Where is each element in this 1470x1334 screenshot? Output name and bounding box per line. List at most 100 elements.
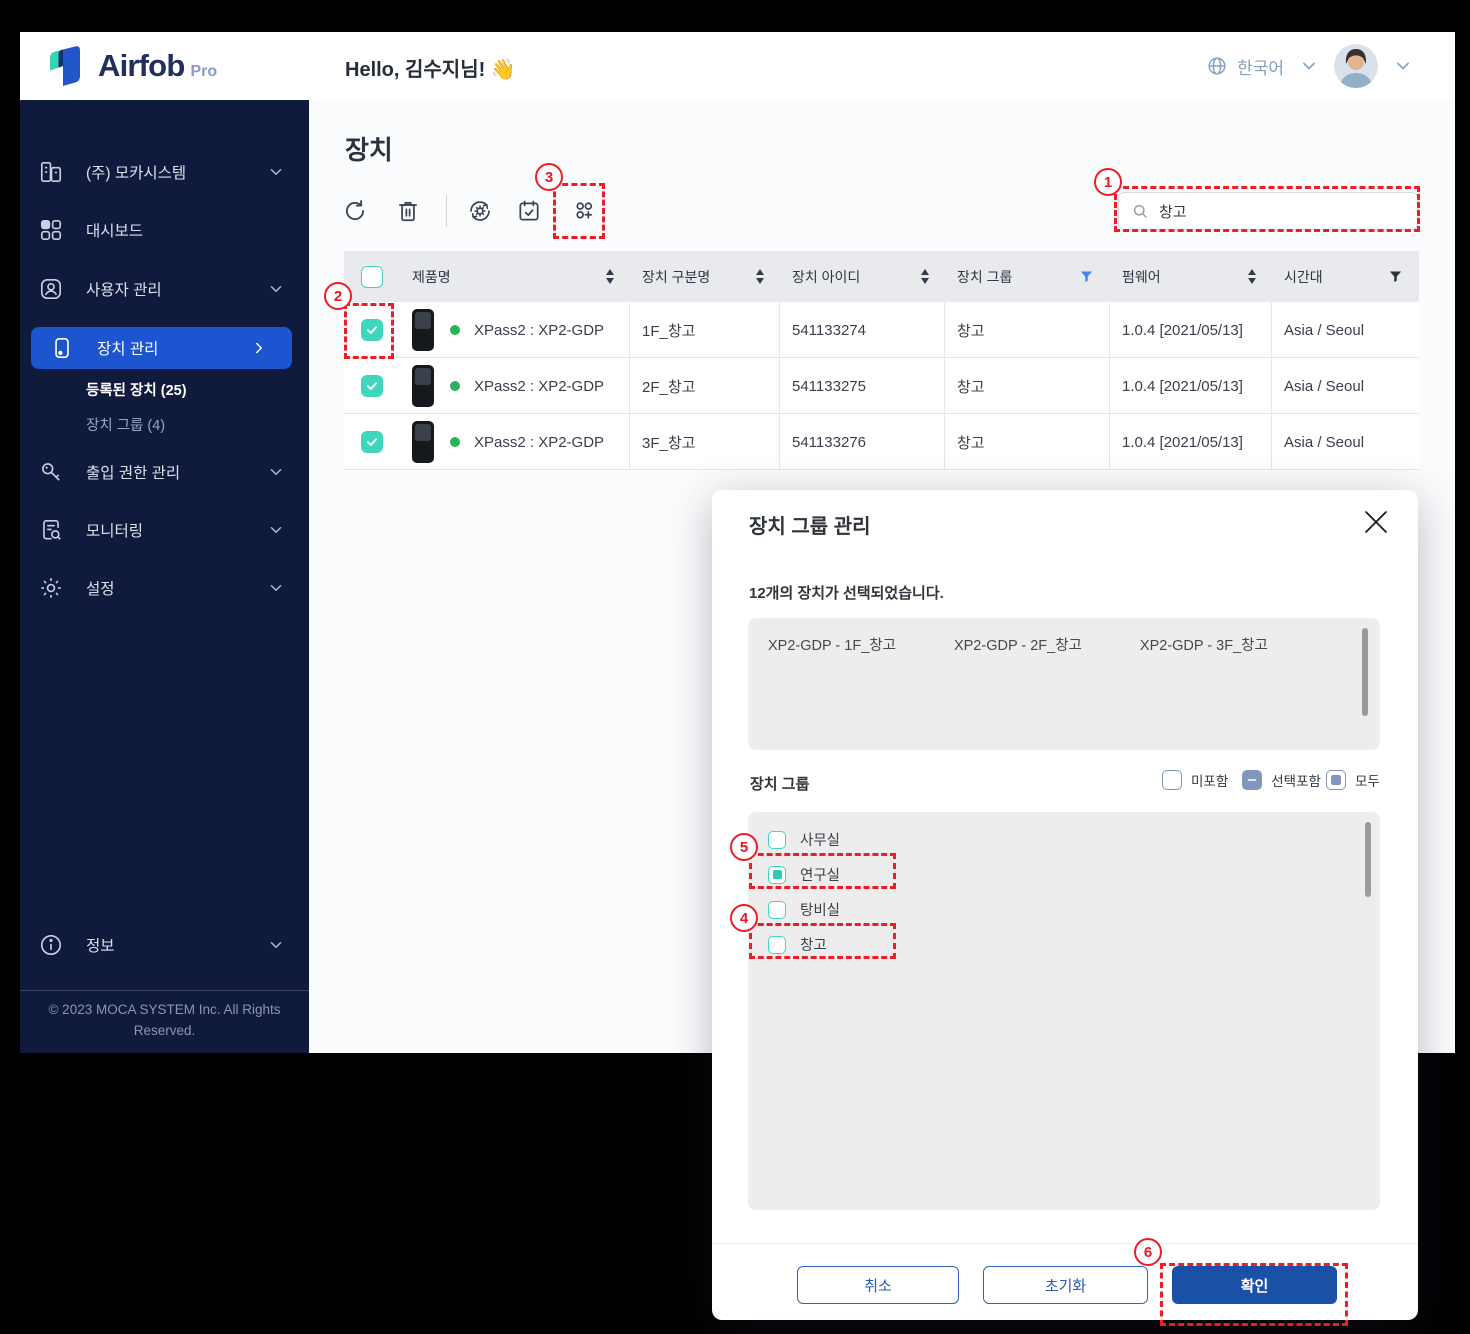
sidebar-subitem-registered-devices[interactable]: 등록된 장치 (25): [86, 382, 187, 399]
profile-chevron-down-icon[interactable]: [1393, 56, 1413, 76]
copyright-text: © 2023 MOCA SYSTEM Inc. All Rights Reser…: [48, 1002, 281, 1038]
table-row[interactable]: XPass2 : XP2-GDP 3F_창고 541133276 창고 1.0.…: [344, 414, 1419, 470]
device-id: 541133275: [792, 377, 866, 395]
sort-icon[interactable]: [606, 269, 614, 284]
selected-devices-box: XP2-GDP - 1F_창고 XP2-GDP - 2F_창고 XP2-GDP …: [748, 618, 1380, 750]
sidebar-item-access-control[interactable]: 출입 권한 관리: [20, 450, 309, 494]
sort-icon[interactable]: [921, 269, 929, 284]
logo-suffix-text: Pro: [190, 63, 218, 80]
reset-button[interactable]: 초기화: [983, 1266, 1148, 1304]
schedule-button[interactable]: [516, 198, 542, 224]
group-list-item[interactable]: 탕비실: [768, 892, 1380, 927]
sidebar-item-label: (주) 모카시스템: [86, 165, 187, 182]
check-icon: [366, 326, 378, 334]
sidebar-item-users[interactable]: 사용자 관리: [20, 267, 309, 311]
user-avatar[interactable]: [1334, 44, 1378, 88]
column-label: 장치 구분명: [642, 268, 711, 285]
cancel-button[interactable]: 취소: [797, 1266, 959, 1304]
search-input[interactable]: [1159, 202, 1405, 220]
online-status-dot: [450, 381, 460, 391]
scrollbar-thumb[interactable]: [1365, 822, 1371, 897]
column-header-device-id: 장치 아이디: [780, 251, 945, 302]
chevron-down-icon: [267, 463, 285, 481]
refresh-button[interactable]: [342, 198, 368, 224]
group-checkbox-unchecked[interactable]: [768, 830, 786, 849]
top-header: Airfob Pro Hello, 김수지님! 👋 한국어: [20, 32, 1455, 100]
add-to-group-button[interactable]: [571, 198, 597, 224]
sidebar-item-company[interactable]: (주) 모카시스템: [20, 150, 309, 194]
annotation-number-6: 6: [1134, 1238, 1162, 1266]
sort-icon[interactable]: [756, 269, 764, 284]
device-group: 창고: [957, 378, 985, 396]
delete-button[interactable]: [395, 198, 421, 224]
group-checkbox-checked[interactable]: [768, 865, 786, 884]
sidebar-item-dashboard[interactable]: 대시보드: [20, 208, 309, 252]
selected-device: XP2-GDP - 1F_창고: [768, 638, 896, 654]
scrollbar-thumb[interactable]: [1362, 628, 1368, 716]
modal-title: 장치 그룹 관리: [749, 516, 871, 538]
select-all-checkbox[interactable]: [361, 265, 383, 288]
sort-icon[interactable]: [1248, 269, 1256, 284]
firmware-version: 1.0.4 [2021/05/13]: [1122, 433, 1243, 451]
key-icon: [42, 463, 60, 481]
row-checkbox[interactable]: [361, 375, 383, 397]
globe-icon: [1208, 57, 1226, 75]
group-state-legend: 미포함 선택포함 모두: [1162, 770, 1380, 790]
filter-icon[interactable]: [1079, 269, 1094, 284]
group-list-item[interactable]: 연구실: [768, 857, 1380, 892]
group-section-label: 장치 그룹: [750, 776, 810, 793]
sidebar-item-devices[interactable]: 장치 관리: [31, 327, 292, 369]
app-logo[interactable]: Airfob Pro: [42, 42, 217, 90]
row-checkbox[interactable]: [361, 319, 383, 341]
product-name: XPass2 : XP2-GDP: [474, 377, 605, 395]
minus-icon: [1248, 779, 1257, 781]
device-image: [412, 309, 434, 351]
sidebar-item-label: 장치 관리: [97, 341, 159, 358]
annotation-box-warehouse-group: [749, 923, 896, 959]
firmware-version: 1.0.4 [2021/05/13]: [1122, 377, 1243, 395]
device-name: 1F_창고: [642, 322, 696, 340]
header-controls: 한국어: [1206, 32, 1413, 100]
annotation-box-search: [1114, 186, 1420, 232]
product-name: XPass2 : XP2-GDP: [474, 433, 605, 451]
annotation-box-row-checkbox: [344, 303, 394, 359]
group-list-item[interactable]: 사무실: [768, 822, 1380, 857]
product-name: XPass2 : XP2-GDP: [474, 321, 605, 339]
sidebar-divider: [20, 990, 309, 991]
confirm-button[interactable]: 확인: [1172, 1266, 1337, 1304]
device-name: 2F_창고: [642, 378, 696, 396]
legend-all-checkbox[interactable]: [1325, 770, 1346, 790]
device-search-box[interactable]: [1118, 192, 1418, 230]
sidebar-item-label: 사용자 관리: [86, 282, 162, 299]
search-icon: [1133, 204, 1147, 218]
group-list-item[interactable]: 창고: [768, 927, 1380, 962]
column-header-firmware: 펌웨어: [1110, 251, 1272, 302]
chevron-down-icon: [267, 579, 285, 597]
row-checkbox[interactable]: [361, 431, 383, 453]
group-checkbox-unchecked[interactable]: [768, 935, 786, 954]
building-icon: [40, 161, 62, 183]
chevron-down-icon: [267, 280, 285, 298]
sidebar-item-info[interactable]: 정보: [20, 923, 309, 967]
annotation-number-1: 1: [1094, 168, 1122, 196]
online-status-dot: [450, 325, 460, 335]
table-row[interactable]: XPass2 : XP2-GDP 2F_창고 541133275 창고 1.0.…: [344, 358, 1419, 414]
toolbar-divider: [446, 195, 447, 227]
language-selector[interactable]: 한국어: [1206, 54, 1284, 79]
language-chevron-down-icon[interactable]: [1299, 56, 1319, 76]
online-status-dot: [450, 437, 460, 447]
sidebar-item-monitoring[interactable]: 모니터링: [20, 508, 309, 552]
table-row[interactable]: XPass2 : XP2-GDP 1F_창고 541133274 창고 1.0.…: [344, 302, 1419, 358]
sidebar-item-label: 설정: [86, 581, 115, 598]
firmware-sync-button[interactable]: [467, 198, 493, 224]
sidebar-item-settings[interactable]: 설정: [20, 566, 309, 610]
selected-device: XP2-GDP - 2F_창고: [953, 638, 1082, 654]
column-label: 장치 아이디: [792, 268, 861, 285]
group-name: 사무실: [800, 833, 841, 849]
legend-include-selected-checkbox[interactable]: [1242, 770, 1263, 790]
group-checkbox-unchecked[interactable]: [768, 900, 786, 919]
filter-icon[interactable]: [1388, 269, 1403, 284]
close-icon[interactable]: [1360, 506, 1392, 538]
legend-exclude-checkbox[interactable]: [1162, 770, 1182, 790]
sidebar-subitem-device-groups[interactable]: 장치 그룹 (4): [86, 417, 166, 434]
